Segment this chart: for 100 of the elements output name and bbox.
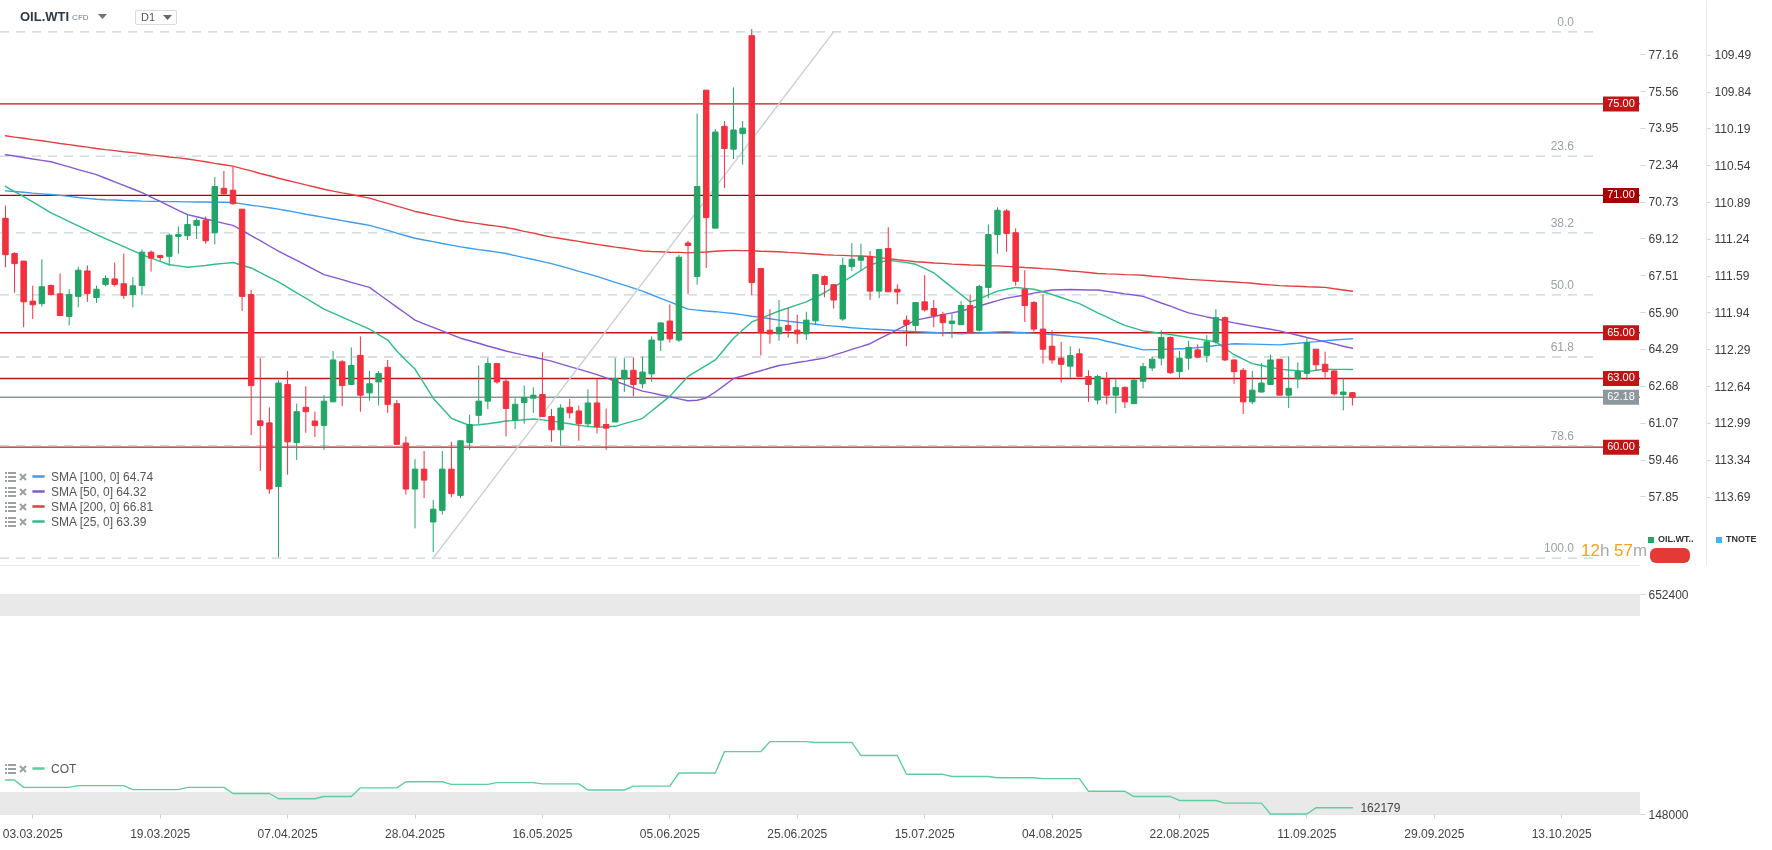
candlestick — [65, 288, 73, 326]
candlestick — [38, 258, 46, 308]
candlestick — [420, 450, 428, 499]
candlestick — [1158, 329, 1165, 366]
candlestick — [666, 303, 674, 344]
legend-label: SMA [100, 0] 64.74 — [51, 469, 154, 484]
candlestick — [803, 311, 810, 341]
candlestick — [857, 243, 865, 272]
candlestick — [111, 261, 118, 287]
y2-tick-label: 111.94 — [1714, 305, 1750, 320]
candlestick — [1085, 369, 1092, 403]
candlestick — [548, 408, 555, 443]
candlestick — [1340, 378, 1347, 411]
candlestick — [184, 214, 191, 241]
candlestick — [1057, 341, 1065, 384]
candlestick — [721, 120, 728, 189]
candlestick — [1230, 358, 1238, 385]
y-tick-label: 77.16 — [1648, 47, 1679, 62]
candlestick — [1321, 351, 1329, 379]
candlestick — [912, 302, 919, 333]
candlestick — [493, 363, 501, 385]
candlestick — [84, 264, 91, 303]
legend-label: SMA [50, 0] 64.32 — [51, 484, 147, 499]
candlestick — [1021, 269, 1028, 323]
x-tick-label: 15.07.2025 — [894, 826, 956, 841]
candlestick — [29, 285, 36, 320]
candlestick — [684, 240, 692, 295]
candlestick — [730, 86, 737, 160]
x-tick-label: 13.10.2025 — [1531, 826, 1593, 841]
candlestick — [120, 253, 127, 300]
y-axis-title: OIL.WT.. — [1658, 534, 1694, 544]
candlestick — [411, 458, 419, 529]
candlestick — [257, 357, 264, 472]
candlestick — [575, 405, 583, 442]
x-tick-label: 05.06.2025 — [639, 826, 701, 841]
annotation: 61.8 — [1550, 339, 1575, 354]
y-tick-label: 57.85 — [1648, 489, 1679, 504]
candlestick — [566, 398, 573, 419]
candlestick — [202, 215, 209, 245]
candlestick — [475, 364, 482, 425]
legend-label: COT — [51, 761, 77, 776]
candlestick — [821, 274, 828, 298]
annotation: 38.2 — [1550, 215, 1575, 230]
candlestick — [794, 314, 801, 345]
y2-tick-label: 112.29 — [1714, 342, 1751, 357]
ref-line-label: 65.00 — [1607, 325, 1635, 338]
candlestick — [1258, 362, 1265, 394]
candlestick — [775, 299, 783, 342]
candlestick — [366, 370, 373, 402]
candlestick — [766, 308, 774, 345]
candlestick — [630, 356, 637, 397]
candlestick — [229, 166, 237, 206]
legend-label: SMA [200, 0] 66.81 — [51, 499, 154, 514]
candlestick — [429, 499, 437, 553]
x-tick-label: 07.04.2025 — [257, 826, 318, 841]
candlestick — [1003, 208, 1010, 253]
y2-tick-label: 110.89 — [1714, 195, 1751, 210]
candlestick — [1121, 385, 1129, 409]
candlestick — [639, 356, 646, 389]
candlestick — [166, 232, 173, 266]
candlestick — [1330, 369, 1338, 397]
candlestick — [602, 407, 610, 451]
y2-axis-title: TNOTE — [1726, 534, 1757, 544]
candlestick — [375, 370, 382, 406]
candlestick — [894, 283, 901, 305]
x-tick-label: 25.06.2025 — [767, 826, 828, 841]
candlestick — [957, 300, 965, 326]
candlestick — [302, 385, 310, 434]
y2-tick-label: 113.69 — [1714, 490, 1751, 505]
candlestick — [621, 357, 628, 393]
candlestick — [1076, 348, 1083, 377]
candlestick — [511, 397, 519, 430]
dropdown-field: D1 — [135, 10, 177, 25]
annotation: 12h 57m — [1581, 541, 1648, 560]
candlestick — [1048, 329, 1056, 365]
candlestick — [1203, 334, 1211, 363]
data-label: 162179 — [1360, 800, 1401, 815]
y-tick-label: 70.73 — [1648, 195, 1679, 210]
y2-tick-label: 110.19 — [1714, 121, 1751, 136]
x-tick-label: 04.08.2025 — [1022, 826, 1083, 841]
ref-line-label: 62.18 — [1607, 390, 1635, 403]
candlestick — [1285, 356, 1292, 409]
candlestick — [1039, 294, 1047, 365]
y-tick-label: 67.51 — [1648, 268, 1679, 283]
text: CFD — [72, 13, 89, 22]
line-series — [4, 135, 1354, 293]
annotation: D1 — [141, 11, 156, 23]
x-tick-label: 22.08.2025 — [1149, 826, 1210, 841]
x-tick-label: 28.04.2025 — [384, 826, 446, 841]
annotation: 100.0 — [1543, 541, 1575, 556]
candlestick — [1176, 350, 1183, 379]
candlestick — [939, 311, 947, 337]
candlestick — [739, 120, 746, 166]
line-series — [4, 740, 1354, 815]
candlestick — [657, 322, 664, 352]
y-tick-label: 61.07 — [1648, 416, 1679, 431]
y-tick-label: 62.68 — [1648, 379, 1679, 394]
candlestick — [129, 276, 137, 308]
y-tick-label: 652400 — [1648, 587, 1689, 602]
x-tick-label: 03.03.2025 — [2, 826, 64, 841]
